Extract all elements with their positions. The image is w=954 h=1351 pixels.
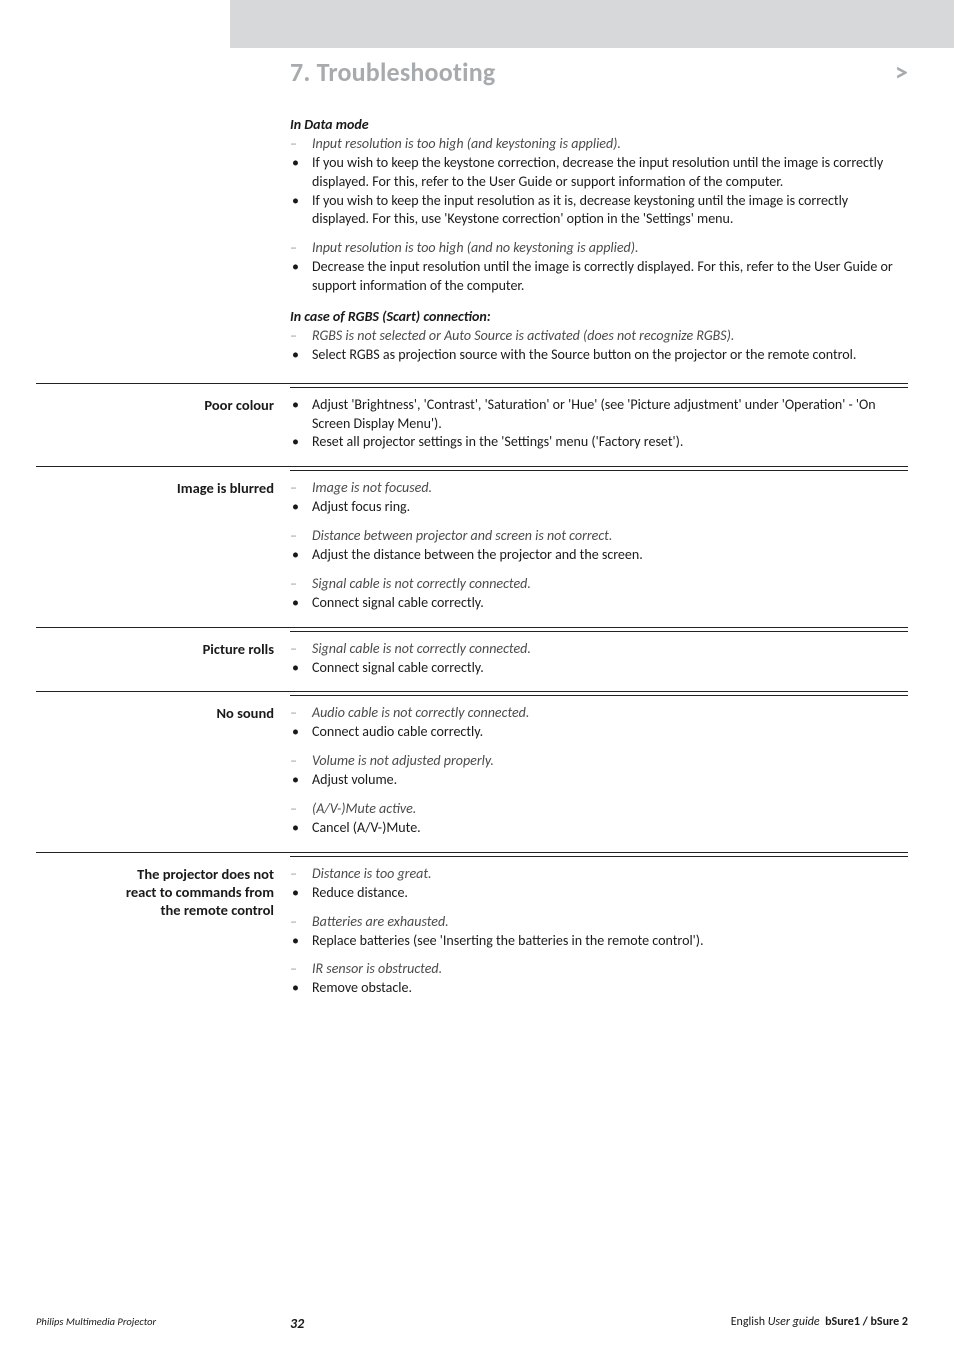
divider	[36, 627, 908, 628]
footer-guide: User guide	[768, 1315, 820, 1329]
divider	[36, 691, 908, 692]
cause-text: Volume is not adjusted properly.	[290, 752, 908, 771]
cause-text: Image is not focused.	[290, 479, 908, 498]
subheading-data-mode: In Data mode	[290, 116, 908, 135]
list: Distance between projector and screen is…	[290, 527, 908, 565]
footer-page-number: 32	[290, 1315, 304, 1332]
row-label-line3: the remote control	[161, 901, 275, 919]
row-label-line2: react to commands from	[126, 883, 274, 901]
fix-text: Select RGBS as projection source with th…	[290, 346, 908, 365]
fix-text: Reduce distance.	[290, 884, 908, 903]
cause-text: IR sensor is obstructed.	[290, 960, 908, 979]
fix-text: If you wish to keep the keystone correct…	[290, 154, 908, 192]
divider	[36, 852, 908, 853]
cause-text: (A/V-)Mute active.	[290, 800, 908, 819]
list: Volume is not adjusted properly. Adjust …	[290, 752, 908, 790]
list: Adjust 'Brightness', 'Contrast', 'Satura…	[290, 396, 908, 453]
cause-text: Input resolution is too high (and keysto…	[290, 135, 908, 154]
divider	[290, 695, 908, 696]
fix-text: Reset all projector settings in the 'Set…	[290, 433, 908, 452]
list: Signal cable is not correctly connected.…	[290, 640, 908, 678]
cause-text: Signal cable is not correctly connected.	[290, 640, 908, 659]
page-title: 7. Troubleshooting	[290, 56, 495, 88]
footer-right: English User guide bSure1 / bSure 2	[731, 1315, 908, 1329]
row-label-poor-colour: Poor colour	[30, 396, 274, 416]
list: Image is not focused. Adjust focus ring.	[290, 479, 908, 517]
content-body: In Data mode Input resolution is too hig…	[0, 114, 954, 998]
divider	[36, 383, 908, 384]
page: 7. Troubleshooting > In Data mode Input …	[0, 0, 954, 1351]
list: Batteries are exhausted. Replace batteri…	[290, 913, 908, 951]
fix-text: Connect audio cable correctly.	[290, 723, 908, 742]
fix-text: Adjust focus ring.	[290, 498, 908, 517]
fix-text: Adjust the distance between the projecto…	[290, 546, 908, 565]
divider	[290, 470, 908, 471]
fix-text: Replace batteries (see 'Inserting the ba…	[290, 932, 908, 951]
list: Signal cable is not correctly connected.…	[290, 575, 908, 613]
cause-text: Batteries are exhausted.	[290, 913, 908, 932]
cause-text: Input resolution is too high (and no key…	[290, 239, 908, 258]
divider	[290, 387, 908, 388]
footer-left: Philips Multimedia Projector	[36, 1315, 156, 1328]
subheading-rgbs: In case of RGBS (Scart) connection:	[290, 308, 908, 327]
fix-text: Connect signal cable correctly.	[290, 594, 908, 613]
fix-text: Remove obstacle.	[290, 979, 908, 998]
row-label-line1: The projector does not	[137, 865, 274, 883]
list: (A/V-)Mute active. Cancel (A/V-)Mute.	[290, 800, 908, 838]
list: Input resolution is too high (and keysto…	[290, 135, 908, 229]
fix-text: Adjust 'Brightness', 'Contrast', 'Satura…	[290, 396, 908, 434]
page-footer: Philips Multimedia Projector 32 English …	[36, 1315, 908, 1329]
list: IR sensor is obstructed. Remove obstacle…	[290, 960, 908, 998]
fix-text: If you wish to keep the input resolution…	[290, 192, 908, 230]
fix-text: Cancel (A/V-)Mute.	[290, 819, 908, 838]
header-grey-bar	[230, 0, 954, 48]
row-label-no-sound: No sound	[30, 704, 274, 724]
cause-text: Audio cable is not correctly connected.	[290, 704, 908, 723]
list: Input resolution is too high (and no key…	[290, 239, 908, 296]
cause-text: Signal cable is not correctly connected.	[290, 575, 908, 594]
row-label-remote-control: The projector does not react to commands…	[30, 865, 274, 919]
divider	[36, 466, 908, 467]
list: RGBS is not selected or Auto Source is a…	[290, 327, 908, 365]
footer-models: bSure1 / bSure 2	[825, 1315, 908, 1329]
chevron-right-icon: >	[895, 56, 908, 88]
fix-text: Connect signal cable correctly.	[290, 659, 908, 678]
cause-text: Distance is too great.	[290, 865, 908, 884]
list: Audio cable is not correctly connected. …	[290, 704, 908, 742]
cause-text: Distance between projector and screen is…	[290, 527, 908, 546]
cause-text: RGBS is not selected or Auto Source is a…	[290, 327, 908, 346]
fix-text: Decrease the input resolution until the …	[290, 258, 908, 296]
list: Distance is too great. Reduce distance.	[290, 865, 908, 903]
row-label-image-blurred: Image is blurred	[30, 479, 274, 499]
fix-text: Adjust volume.	[290, 771, 908, 790]
divider	[290, 856, 908, 857]
row-label-picture-rolls: Picture rolls	[30, 640, 274, 660]
footer-lang: English	[731, 1315, 765, 1329]
divider	[290, 631, 908, 632]
